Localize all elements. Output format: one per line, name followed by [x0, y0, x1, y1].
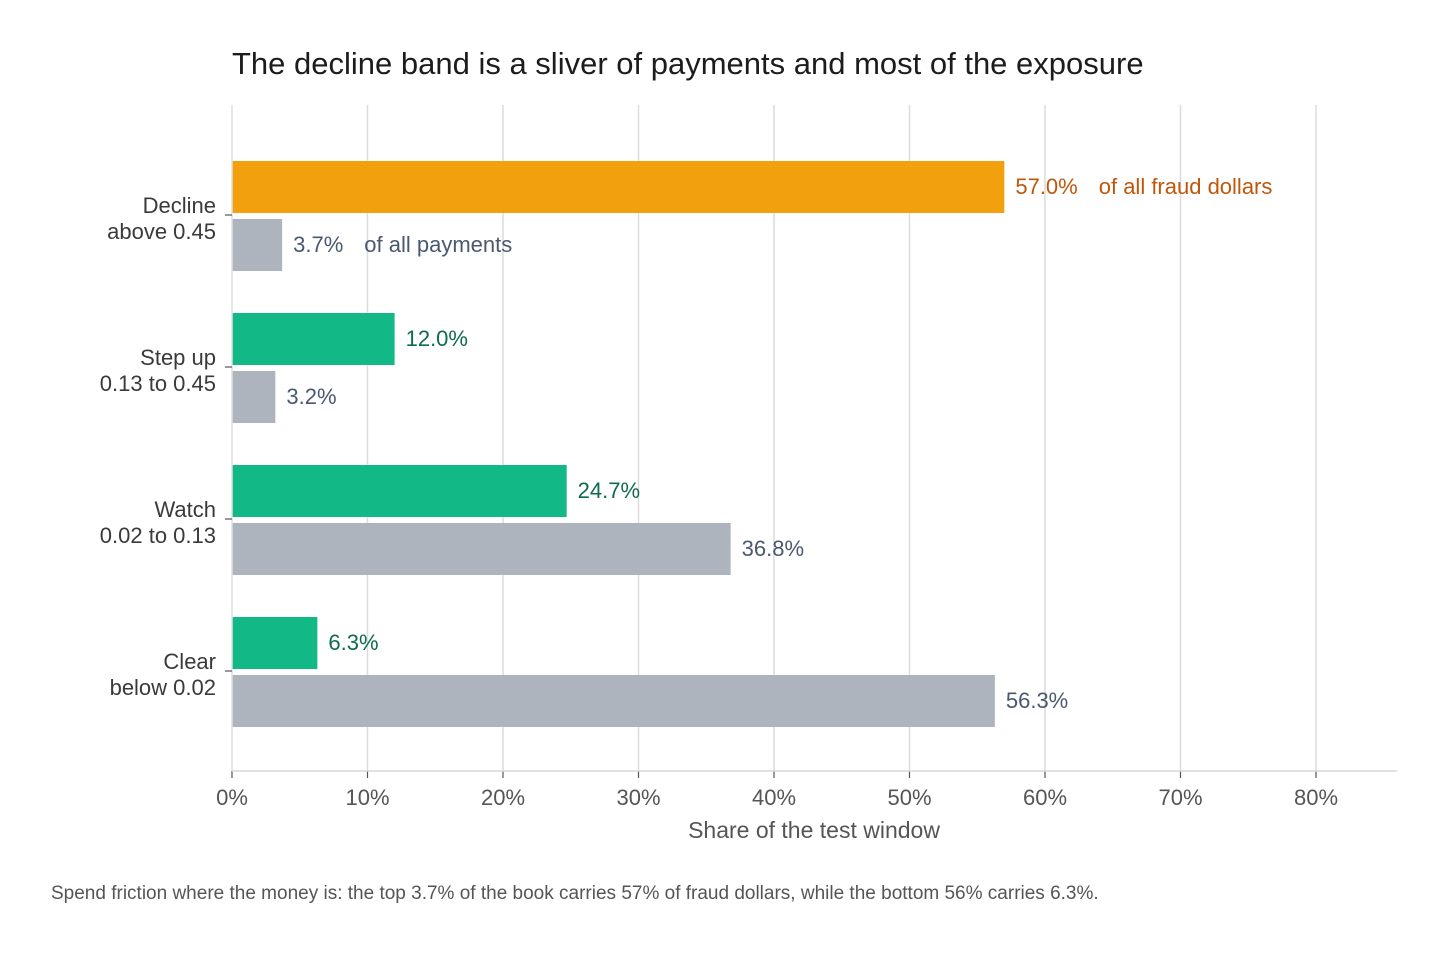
x-tick-label: 0%: [216, 785, 248, 810]
fraud-dollars-bar: [232, 161, 1005, 213]
x-tick-label: 80%: [1294, 785, 1338, 810]
x-tick-label: 70%: [1158, 785, 1202, 810]
x-axis-title: Share of the test window: [688, 817, 940, 843]
data-label: 57.0%: [1015, 174, 1077, 199]
chart-title: The decline band is a sliver of payments…: [232, 46, 1144, 81]
chart-caption: Spend friction where the money is: the t…: [51, 883, 1099, 904]
bars: [232, 161, 1005, 727]
category-label-line1: Clear: [163, 649, 216, 674]
x-tick-label: 60%: [1023, 785, 1067, 810]
fraud-dollars-bar: [232, 617, 318, 669]
payments-bar: [232, 371, 276, 423]
fraud-dollars-bar: [232, 313, 395, 365]
x-tick-label: 30%: [616, 785, 660, 810]
payments-bar: [232, 523, 731, 575]
category-label-line2: below 0.02: [110, 675, 216, 700]
category-label-line1: Step up: [140, 345, 216, 370]
data-label: 24.7%: [578, 478, 640, 503]
gridlines: [366, 105, 1317, 771]
x-tick-label: 10%: [345, 785, 389, 810]
category-label-line2: 0.13 to 0.45: [100, 371, 216, 396]
category-label-line2: above 0.45: [107, 219, 216, 244]
bar-annotation: of all fraud dollars: [1099, 174, 1273, 199]
data-label: 56.3%: [1006, 688, 1068, 713]
axes: [225, 105, 1397, 778]
x-tick-label: 50%: [887, 785, 931, 810]
fraud-dollars-bar: [232, 465, 567, 517]
payments-bar: [232, 219, 283, 271]
payments-bar: [232, 675, 995, 727]
data-label: 3.2%: [286, 384, 336, 409]
category-label-line2: 0.02 to 0.13: [100, 523, 216, 548]
bar-annotation: of all payments: [364, 232, 512, 257]
data-label: 6.3%: [328, 630, 378, 655]
x-tick-label: 20%: [481, 785, 525, 810]
category-label-line1: Watch: [154, 497, 216, 522]
data-label: 12.0%: [406, 326, 468, 351]
data-label: 3.7%: [293, 232, 343, 257]
x-tick-label: 40%: [752, 785, 796, 810]
data-label: 36.8%: [742, 536, 804, 561]
category-label-line1: Decline: [143, 193, 216, 218]
